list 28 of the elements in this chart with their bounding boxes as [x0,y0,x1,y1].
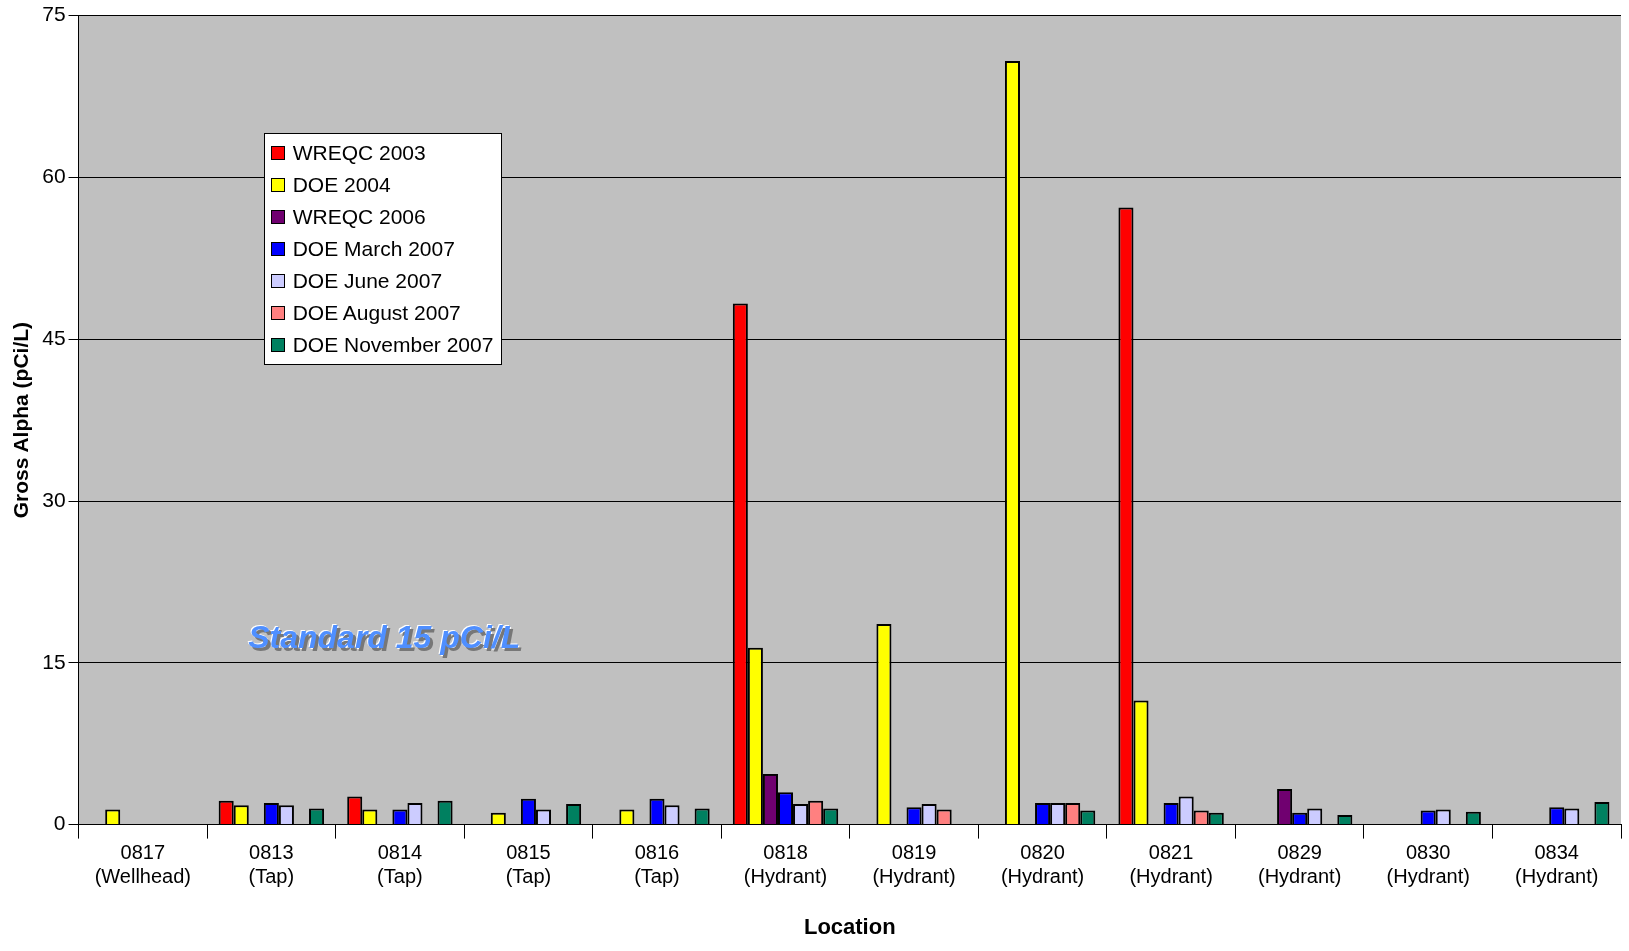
x-tick-label: 0820 (Hydrant) [1000,841,1085,888]
x-tick-label: 0815 (Tap) [505,841,552,888]
x-tick-label: 0821 (Hydrant) [1129,841,1213,888]
legend-label: WREQC 2006 [292,203,426,230]
x-tick-label: 0813 (Tap) [248,841,295,888]
x-tick-label: 0830 (Hydrant) [1386,841,1470,888]
x-tick-label: 0829 (Hydrant) [1257,841,1342,888]
y-tick-label: 45 [42,326,66,349]
legend-label: DOE March 2007 [292,235,455,262]
y-tick-label: 15 [42,649,66,673]
x-tick-label: 0818 (Hydrant) [743,841,828,888]
y-axis-title: Gross Alpha (pCi/L) [9,321,33,519]
legend-label: DOE August 2007 [292,299,461,326]
y-tick-label: 30 [42,487,66,511]
x-tick-label: 0814 (Tap) [377,841,423,888]
legend-label: WREQC 2003 [292,139,426,166]
x-tick-label: 0819 (Hydrant) [872,841,956,888]
legend-label: DOE November 2007 [292,331,494,358]
y-tick-label: 60 [42,164,66,188]
x-tick-label: 0816 (Tap) [634,841,680,888]
annotation: Standard 15 pCi/L [248,618,521,656]
y-tick-label: 0 [53,811,66,835]
x-axis-title: Location [803,913,896,939]
legend-label: DOE 2004 [292,171,391,198]
x-tick-label: 0834 (Hydrant) [1515,841,1599,888]
legend-label: DOE June 2007 [292,267,443,294]
x-tick-label: 0817 (Wellhead) [94,841,191,888]
y-tick-label: 75 [42,2,66,26]
